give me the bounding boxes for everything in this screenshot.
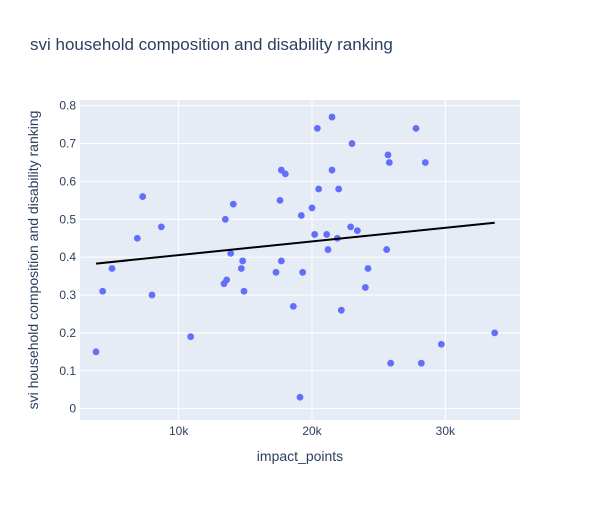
data-point	[148, 291, 156, 299]
y-tick-label: 0.1	[59, 364, 76, 378]
y-tick-label: 0.2	[59, 326, 76, 340]
data-point	[187, 333, 195, 341]
data-point	[289, 302, 297, 310]
data-point	[277, 257, 285, 265]
data-point	[281, 170, 289, 178]
data-point	[157, 223, 165, 231]
data-point	[311, 231, 319, 238]
data-point	[229, 200, 237, 208]
y-tick-label: 0	[69, 402, 76, 416]
data-point	[384, 151, 392, 159]
data-point	[383, 246, 391, 253]
data-point	[237, 265, 245, 272]
data-point	[412, 125, 420, 132]
y-axis-title: svi household composition and disability…	[25, 111, 41, 410]
data-point	[296, 393, 304, 401]
data-point	[421, 159, 429, 166]
data-point	[491, 329, 499, 337]
data-point	[227, 249, 235, 257]
data-point	[223, 276, 231, 284]
data-point	[361, 284, 369, 291]
data-point	[315, 185, 323, 193]
data-point	[324, 246, 332, 253]
data-point	[328, 113, 336, 121]
data-point	[335, 185, 343, 193]
data-point	[308, 204, 316, 212]
data-point	[328, 166, 336, 174]
data-point	[437, 340, 445, 348]
data-point	[385, 159, 393, 166]
data-point	[133, 234, 141, 242]
data-point	[221, 215, 229, 223]
data-point	[364, 265, 372, 272]
trendline-group	[95, 221, 495, 265]
data-point	[92, 348, 100, 356]
x-axis-title: impact_points	[257, 448, 343, 464]
data-point	[353, 227, 361, 235]
scatter-points	[92, 113, 499, 401]
data-point	[297, 212, 305, 219]
y-tick-label: 0.6	[59, 174, 76, 188]
y-tick-label: 0.4	[59, 250, 76, 264]
data-point	[240, 287, 248, 295]
data-point	[299, 268, 307, 276]
x-tick-label: 30k	[436, 424, 456, 438]
y-tick-label: 0.3	[59, 288, 76, 302]
x-tick-label: 20k	[302, 424, 322, 438]
y-tick-label: 0.7	[59, 137, 76, 151]
chart-title: svi household composition and disability…	[30, 35, 393, 54]
data-point	[417, 359, 425, 367]
x-tick-label: 10k	[169, 424, 189, 438]
data-point	[347, 223, 355, 231]
y-tick-labels: 0 0.1 0.2 0.3 0.4 0.5 0.6 0.7 0.8	[59, 99, 76, 416]
data-point	[313, 125, 321, 132]
data-point	[139, 193, 147, 200]
plot-area	[80, 100, 520, 420]
trendline	[95, 221, 495, 265]
data-point	[276, 196, 284, 204]
y-tick-label: 0.8	[59, 99, 76, 113]
data-point	[99, 287, 107, 295]
data-point	[323, 231, 331, 238]
y-tick-label: 0.5	[59, 212, 76, 226]
data-point	[337, 306, 345, 314]
x-gridlines	[178, 100, 446, 420]
data-point	[387, 359, 395, 367]
data-point	[108, 265, 116, 272]
x-tick-labels: 10k 20k 30k	[169, 424, 456, 438]
data-point	[272, 268, 280, 276]
data-point	[239, 257, 247, 265]
data-point	[348, 140, 356, 147]
